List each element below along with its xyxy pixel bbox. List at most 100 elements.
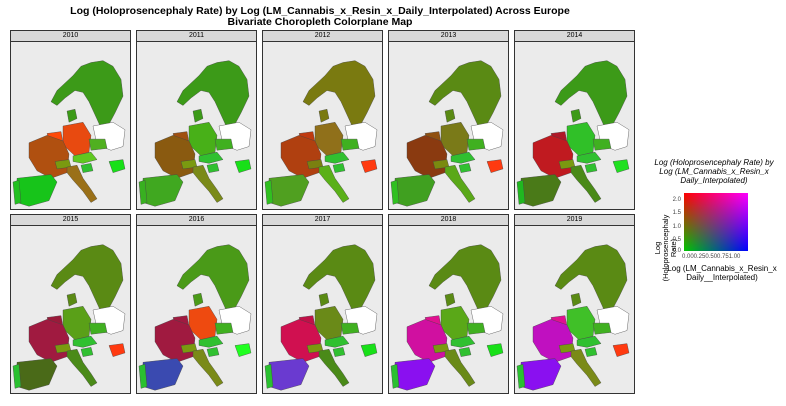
facet-strip-label: 2012 (262, 30, 383, 42)
facet-map-area (136, 226, 257, 394)
country-czech (214, 138, 234, 151)
country-france (280, 319, 322, 363)
country-iberia (142, 358, 184, 391)
facet-panel: 2011 (136, 30, 257, 210)
legend-y-tick: 2.0 (672, 197, 681, 203)
country-italy (570, 164, 602, 203)
facet-strip-label: 2011 (136, 30, 257, 42)
country-portugal (264, 179, 274, 205)
legend-title-line2: Log (LM_Cannabis_x_Resin_x (659, 167, 769, 176)
country-portugal (516, 179, 526, 205)
country-france (406, 319, 448, 363)
country-czech (88, 322, 108, 335)
country-portugal (12, 179, 22, 205)
country-denmark (570, 292, 582, 307)
country-denmark (570, 108, 582, 123)
europe-map (390, 60, 504, 207)
country-italy (444, 348, 476, 387)
country-scand (302, 60, 376, 129)
country-austria (324, 151, 350, 164)
country-denmark (318, 292, 330, 307)
facet-strip-label: 2018 (388, 214, 509, 226)
facet-panel: 2014 (514, 30, 635, 210)
facet-map-area (388, 42, 509, 210)
country-slovenia (332, 163, 346, 173)
facet-panel: 2018 (388, 214, 509, 394)
legend-x-ticks: 0.000.250.500.751.00 (682, 254, 741, 260)
facet-panel: 2019 (514, 214, 635, 394)
country-austria (324, 335, 350, 348)
country-hungary (360, 343, 378, 357)
europe-map (264, 60, 378, 207)
country-italy (570, 348, 602, 387)
country-austria (72, 335, 98, 348)
facet-panel: 2013 (388, 30, 509, 210)
facet-map-area (514, 42, 635, 210)
country-hungary (360, 159, 378, 173)
facet-strip-label: 2015 (10, 214, 131, 226)
country-italy (444, 164, 476, 203)
country-france (532, 319, 574, 363)
country-czech (340, 322, 360, 335)
facet-panel: 2010 (10, 30, 131, 210)
country-iberia (394, 174, 436, 207)
facet-panel: 2016 (136, 214, 257, 394)
europe-map (138, 60, 252, 207)
country-denmark (444, 292, 456, 307)
country-slovenia (206, 347, 220, 357)
country-portugal (138, 363, 148, 389)
country-hungary (612, 159, 630, 173)
country-austria (576, 335, 602, 348)
country-france (28, 135, 70, 179)
facet-map-area (10, 42, 131, 210)
country-france (406, 135, 448, 179)
country-hungary (108, 343, 126, 357)
country-austria (576, 151, 602, 164)
country-scand (50, 60, 124, 129)
country-denmark (192, 292, 204, 307)
country-scand (554, 60, 628, 129)
country-iberia (520, 358, 562, 391)
country-iberia (394, 358, 436, 391)
country-france (28, 319, 70, 363)
facet-map-area (136, 42, 257, 210)
country-portugal (390, 179, 400, 205)
facet-map-area (388, 226, 509, 394)
europe-map (138, 244, 252, 391)
legend-y-tick: 0.5 (672, 237, 681, 243)
country-denmark (192, 108, 204, 123)
country-czech (88, 138, 108, 151)
europe-map (516, 60, 630, 207)
legend-x-label: Log (LM_Cannabis_x_Resin_x Daily__Interp… (662, 264, 782, 282)
europe-map (12, 60, 126, 207)
legend-y-tick: 0.0 (672, 248, 681, 254)
country-czech (340, 138, 360, 151)
country-iberia (268, 174, 310, 207)
country-italy (66, 348, 98, 387)
country-italy (318, 348, 350, 387)
legend-title: Log (Holoprosencephaly Rate) by Log (LM_… (644, 158, 784, 185)
country-czech (592, 138, 612, 151)
country-austria (198, 151, 224, 164)
country-italy (66, 164, 98, 203)
country-iberia (142, 174, 184, 207)
country-slovenia (584, 347, 598, 357)
country-denmark (444, 108, 456, 123)
country-france (154, 135, 196, 179)
country-portugal (264, 363, 274, 389)
country-iberia (268, 358, 310, 391)
europe-map (516, 244, 630, 391)
facet-panel: 2017 (262, 214, 383, 394)
facet-strip-label: 2013 (388, 30, 509, 42)
country-portugal (390, 363, 400, 389)
facet-map-area (10, 226, 131, 394)
country-france (532, 135, 574, 179)
country-czech (592, 322, 612, 335)
country-portugal (516, 363, 526, 389)
legend-title-line1: Log (Holoprosencephaly Rate) by (654, 158, 774, 167)
country-slovenia (80, 347, 94, 357)
country-italy (318, 164, 350, 203)
country-scand (428, 60, 502, 129)
country-austria (450, 335, 476, 348)
facet-strip-label: 2019 (514, 214, 635, 226)
